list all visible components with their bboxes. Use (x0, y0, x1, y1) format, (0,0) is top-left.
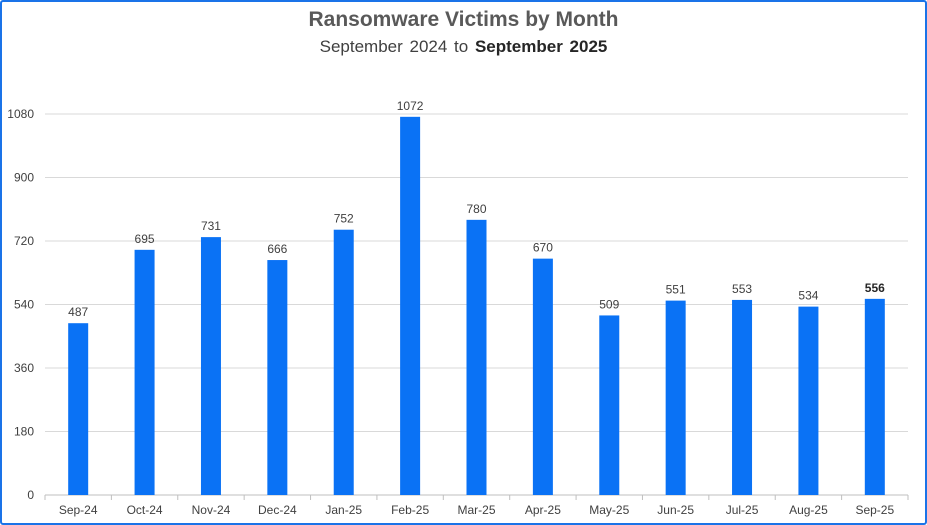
data-label: 556 (865, 281, 885, 295)
y-tick-label: 0 (27, 488, 34, 502)
subtitle-bold: September 2025 (474, 37, 608, 56)
bar (798, 306, 819, 495)
x-tick-label: Feb-25 (391, 503, 429, 517)
x-tick-label: May-25 (589, 503, 629, 517)
data-label: 752 (334, 212, 354, 226)
x-tick-label: Jun-25 (657, 503, 694, 517)
data-label: 666 (267, 242, 287, 256)
bar (864, 298, 885, 495)
bar (665, 300, 686, 495)
subtitle-prefix: September 2024 to (319, 37, 469, 56)
y-tick-label: 720 (14, 234, 34, 248)
x-tick-label: Sep-24 (59, 503, 98, 517)
data-label: 553 (732, 282, 752, 296)
data-label: 695 (135, 232, 155, 246)
x-tick-label: Dec-24 (258, 503, 297, 517)
bar (599, 315, 620, 495)
x-tick-label: Nov-24 (192, 503, 231, 517)
x-tick-label: Mar-25 (457, 503, 495, 517)
y-tick-label: 180 (14, 425, 34, 439)
data-label: 670 (533, 241, 553, 255)
y-tick-label: 1080 (7, 107, 34, 121)
chart-subtitle: September 2024 to September 2025 (0, 37, 927, 57)
y-tick-label: 540 (14, 298, 34, 312)
bar (333, 229, 354, 495)
bar (400, 116, 421, 496)
y-tick-label: 360 (14, 361, 34, 375)
data-label: 487 (68, 305, 88, 319)
x-tick-label: Apr-25 (525, 503, 561, 517)
x-tick-label: Aug-25 (789, 503, 828, 517)
bar (532, 258, 553, 495)
bar (466, 219, 487, 496)
data-label: 509 (599, 297, 619, 311)
x-tick-label: Sep-25 (855, 503, 894, 517)
data-label: 731 (201, 219, 221, 233)
y-tick-label: 900 (14, 171, 34, 185)
bar (134, 249, 155, 495)
bar (267, 260, 288, 495)
x-tick-label: Oct-24 (127, 503, 163, 517)
data-label: 780 (466, 202, 486, 216)
data-label: 534 (798, 289, 818, 303)
data-label: 1072 (397, 99, 424, 113)
bar (732, 299, 753, 495)
data-label: 551 (666, 283, 686, 297)
bar (68, 323, 89, 495)
x-tick-label: Jul-25 (726, 503, 759, 517)
bar (200, 237, 221, 495)
chart-title: Ransomware Victims by Month (308, 8, 619, 31)
x-tick-label: Jan-25 (325, 503, 362, 517)
